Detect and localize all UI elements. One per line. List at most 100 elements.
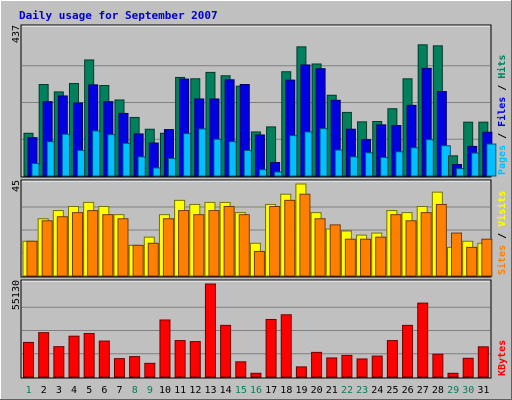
bar-sites-day-29: [451, 232, 463, 277]
y-max-label: 55130: [11, 280, 22, 310]
bar-kbytes-day-27: [417, 302, 429, 378]
bar-kbytes-day-15: [235, 361, 247, 378]
legend-hits: Hits: [496, 55, 508, 79]
bar-kbytes-day-4: [68, 335, 80, 378]
bar-sites-day-9: [147, 242, 159, 277]
x-tick-label: 16: [250, 385, 262, 396]
bar-kbytes-day-13: [204, 283, 216, 378]
x-tick-label: 24: [371, 385, 383, 396]
y-max-label: 45: [11, 180, 22, 192]
bar-pages-day-31: [486, 143, 497, 177]
x-tick-label: 25: [386, 385, 398, 396]
bar-sites-day-8: [132, 244, 144, 277]
bar-kbytes-day-12: [189, 341, 201, 378]
bar-sites-day-5: [87, 210, 99, 277]
x-tick-label: 17: [265, 385, 277, 396]
bar-sites-day-16: [253, 250, 265, 277]
legend-separator: /: [497, 127, 508, 145]
bar-sites-day-1: [26, 240, 38, 277]
bar-sites-day-17: [269, 205, 281, 277]
legend-files: Files: [496, 97, 508, 127]
bar-kbytes-day-14: [220, 324, 232, 378]
bar-kbytes-day-29: [447, 372, 459, 378]
panel-hits-files-pages: [20, 24, 492, 178]
legend: KBytes: [497, 340, 508, 376]
x-tick-label: 12: [189, 385, 201, 396]
day-labels: 1 2 3 4 5 6 7 8 9 10 11 12 13 14 15 16 17 18 19 20 21 22 23 24 2…: [26, 385, 490, 396]
legend-pages: Pages: [497, 145, 508, 175]
bar-kbytes-day-23: [356, 358, 368, 378]
bar-kbytes-day-9: [144, 362, 156, 378]
bar-sites-day-6: [102, 214, 114, 277]
x-tick-label: 4: [71, 385, 77, 396]
legend: Pages / Files / Hits: [496, 55, 508, 175]
panel-kbytes: [20, 279, 492, 379]
x-tick-label: 10: [159, 385, 171, 396]
y-max-label: 437: [11, 25, 22, 43]
x-tick-label: 23: [356, 385, 368, 396]
x-tick-label: 28: [432, 385, 444, 396]
bar-sites-day-4: [71, 212, 83, 277]
bar-sites-day-10: [162, 218, 174, 277]
bar-sites-day-23: [360, 238, 372, 277]
x-tick-label: 27: [417, 385, 429, 396]
x-tick-label: 7: [117, 385, 123, 396]
bar-kbytes-day-18: [280, 314, 292, 378]
bar-kbytes-day-19: [295, 366, 307, 378]
bar-sites-day-30: [466, 246, 478, 277]
bar-sites-day-21: [329, 224, 341, 277]
legend-sites: Sites: [496, 245, 508, 275]
bar-sites-day-31: [481, 238, 493, 277]
bar-kbytes-day-26: [402, 324, 414, 378]
x-tick-label: 26: [402, 385, 414, 396]
legend-visits: Visits: [496, 191, 508, 227]
x-tick-label: 21: [326, 385, 338, 396]
bar-sites-day-14: [223, 205, 235, 277]
bar-kbytes-day-25: [386, 340, 398, 378]
x-tick-label: 3: [56, 385, 62, 396]
x-tick-label: 2: [41, 385, 47, 396]
bar-kbytes-day-8: [129, 356, 141, 378]
bar-sites-day-3: [56, 216, 68, 277]
bar-sites-day-18: [284, 199, 296, 277]
legend-separator: /: [497, 227, 508, 245]
bar-kbytes-day-30: [462, 357, 474, 378]
x-tick-label: 9: [147, 385, 153, 396]
bar-kbytes-day-28: [432, 353, 444, 378]
bar-sites-day-11: [178, 210, 190, 277]
bar-kbytes-day-2: [38, 332, 50, 378]
bar-sites-day-28: [435, 203, 447, 277]
x-tick-label: 29: [447, 385, 459, 396]
bar-sites-day-20: [314, 218, 326, 277]
x-tick-label: 11: [174, 385, 186, 396]
bar-kbytes-day-16: [250, 372, 262, 378]
panel-visits-sites: [20, 179, 492, 278]
bar-kbytes-day-20: [311, 351, 323, 378]
bar-kbytes-day-31: [477, 346, 489, 378]
x-tick-label: 14: [220, 385, 232, 396]
bar-kbytes-day-3: [53, 346, 65, 378]
bar-sites-day-27: [420, 212, 432, 277]
bar-kbytes-day-10: [159, 319, 171, 378]
x-tick-label: 20: [311, 385, 323, 396]
bar-sites-day-25: [390, 214, 402, 277]
legend-separator: /: [497, 79, 508, 97]
bar-sites-day-19: [299, 193, 311, 277]
x-tick-label: 30: [462, 385, 474, 396]
bar-kbytes-day-7: [113, 358, 125, 378]
chart-title: Daily usage for September 2007: [19, 9, 218, 22]
bar-sites-day-12: [193, 214, 205, 277]
x-tick-label: 18: [280, 385, 292, 396]
bar-sites-day-26: [405, 220, 417, 277]
bar-kbytes-day-1: [23, 341, 34, 378]
bars: [22, 44, 497, 378]
x-tick-label: 13: [204, 385, 216, 396]
x-tick-label: 19: [295, 385, 307, 396]
bar-kbytes-day-22: [341, 354, 353, 378]
bar-sites-day-13: [208, 210, 220, 277]
bar-kbytes-day-24: [371, 355, 383, 378]
bar-sites-day-7: [117, 218, 129, 277]
x-tick-label: 15: [235, 385, 247, 396]
x-tick-label: 22: [341, 385, 353, 396]
